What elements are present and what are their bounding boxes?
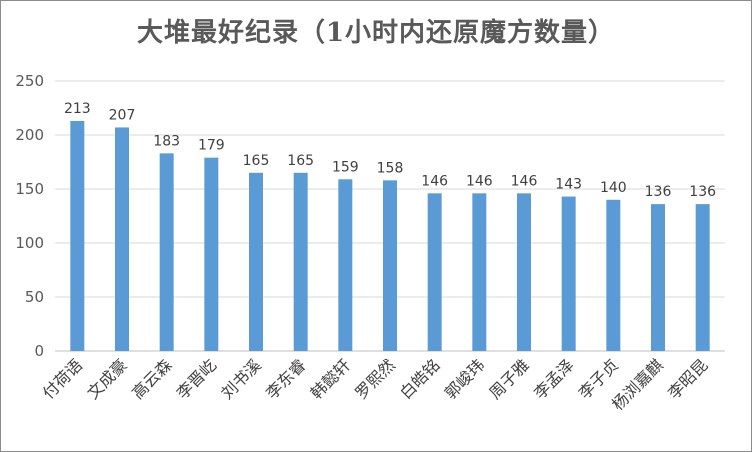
bar: [293, 172, 308, 351]
data-label: 158: [377, 160, 404, 176]
bar: [561, 196, 576, 351]
x-tick-label: 文成豪: [83, 355, 130, 402]
y-tick-label: 200: [15, 126, 44, 144]
y-tick-label: 150: [15, 180, 44, 198]
y-tick-label: 250: [15, 72, 44, 90]
x-tick-label: 郭峻玮: [441, 355, 488, 402]
bar: [695, 204, 710, 351]
data-label: 179: [198, 138, 225, 154]
x-tick-label: 韩懿轩: [307, 355, 354, 402]
bar: [249, 172, 263, 351]
data-label: 146: [421, 173, 448, 189]
data-label: 143: [555, 177, 582, 193]
bar: [383, 180, 397, 351]
bar: [472, 193, 487, 351]
bar: [115, 127, 129, 351]
x-tick-label: 李晋屹: [173, 355, 220, 402]
bar: [70, 120, 85, 352]
bar: [159, 153, 174, 351]
bar: [338, 179, 353, 351]
data-label: 213: [64, 101, 91, 117]
data-label: 183: [153, 133, 180, 149]
x-tick-label: 白皓铭: [396, 355, 443, 402]
y-tick-label: 0: [34, 342, 44, 360]
data-label: 136: [689, 184, 716, 200]
y-tick-label: 50: [25, 288, 44, 306]
bar: [651, 204, 665, 351]
bar: [517, 193, 531, 351]
x-tick-label: 李东睿: [262, 355, 309, 402]
chart-title: 大堆最好纪录（1小时内还原魔方数量）: [136, 18, 616, 48]
data-label: 146: [466, 173, 493, 189]
data-label: 165: [243, 153, 270, 169]
x-tick-label: 付荷语: [39, 355, 86, 402]
data-label: 165: [287, 153, 314, 169]
x-tick-label: 高云森: [128, 355, 175, 402]
x-tick-label: 刘书溪: [217, 355, 264, 402]
bar: [606, 199, 621, 351]
data-label: 159: [332, 159, 359, 175]
bar: [204, 157, 219, 351]
x-tick-label: 李孟泽: [530, 355, 577, 402]
x-tick-label: 罗熙然: [351, 355, 398, 402]
bar: [427, 193, 442, 351]
x-tick-label: 周子雅: [485, 355, 532, 402]
data-label: 140: [600, 180, 627, 196]
x-tick-label: 李昭昆: [664, 355, 711, 402]
data-label: 207: [109, 107, 136, 123]
data-label: 146: [511, 173, 538, 189]
y-tick-label: 100: [15, 234, 44, 252]
data-label: 136: [645, 184, 672, 200]
